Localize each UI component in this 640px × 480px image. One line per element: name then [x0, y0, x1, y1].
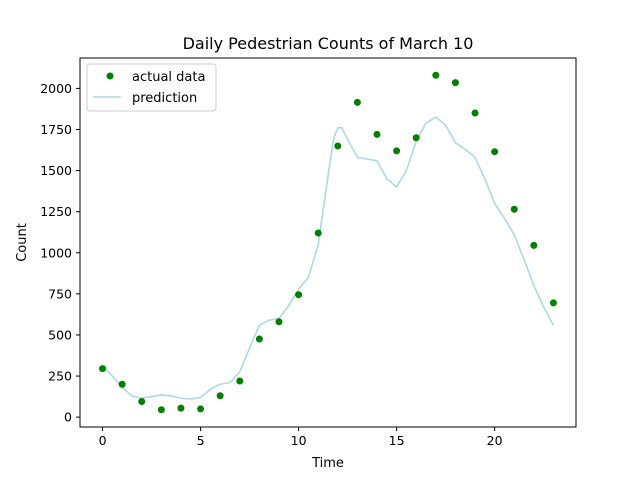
y-tick-label: 250 [48, 369, 72, 384]
data-point [255, 335, 263, 343]
y-axis-label: Count [15, 223, 30, 262]
data-point [510, 205, 518, 213]
y-tick-label: 0 [64, 410, 72, 425]
y-tick-label: 500 [48, 327, 72, 342]
chart-title: Daily Pedestrian Counts of March 10 [183, 34, 474, 53]
x-axis-label: Time [311, 456, 344, 471]
data-point [334, 142, 342, 150]
y-tick-label: 750 [48, 286, 72, 301]
x-tick-label: 20 [487, 433, 503, 448]
x-axis-ticks: 0 5 10 15 20 [99, 427, 503, 448]
data-point [99, 365, 107, 373]
legend-label-actual-data: actual data [132, 70, 205, 85]
data-point [177, 404, 185, 412]
data-point [295, 291, 303, 299]
y-axis-ticks: 0 250 500 750 1000 1250 1500 1750 2000 [40, 81, 80, 425]
data-point [236, 377, 244, 385]
data-point [138, 398, 146, 406]
data-point [530, 241, 538, 249]
plot-frame [79, 57, 577, 428]
data-point [451, 79, 459, 87]
data-point [491, 148, 499, 156]
x-tick-label: 10 [291, 433, 307, 448]
data-point [353, 98, 361, 106]
data-point [216, 392, 224, 400]
x-tick-label: 0 [99, 433, 107, 448]
data-point [373, 130, 381, 138]
y-tick-label: 1000 [40, 245, 72, 260]
legend-marker-actual-data [106, 72, 114, 80]
y-tick-label: 1500 [40, 163, 72, 178]
data-point [197, 405, 205, 413]
data-point [118, 380, 126, 388]
data-point [157, 406, 165, 414]
data-point [412, 134, 420, 142]
y-tick-label: 2000 [40, 81, 72, 96]
legend-label-prediction: prediction [132, 91, 197, 106]
data-point [275, 318, 283, 326]
data-point [393, 147, 401, 155]
data-point [432, 71, 440, 79]
data-point [549, 299, 557, 307]
actual-data-points [99, 71, 557, 414]
legend: actual data prediction [86, 63, 217, 112]
x-tick-label: 5 [197, 433, 205, 448]
prediction-line [101, 116, 555, 400]
x-tick-label: 15 [389, 433, 405, 448]
y-tick-label: 1750 [40, 122, 72, 137]
plot-area [79, 57, 577, 428]
legend-box [86, 63, 217, 112]
data-point [471, 109, 479, 117]
data-point [314, 229, 322, 237]
y-tick-label: 1250 [40, 204, 72, 219]
